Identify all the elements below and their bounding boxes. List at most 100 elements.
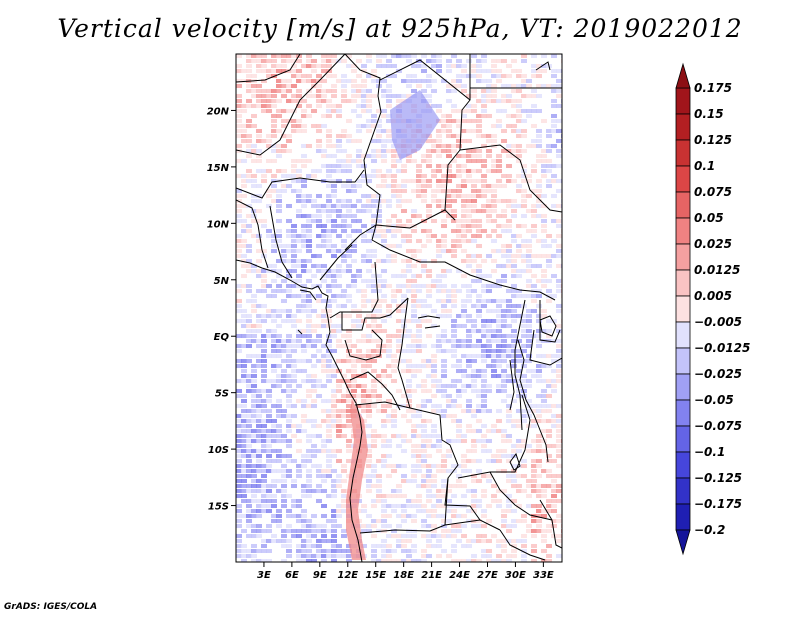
border (514, 299, 526, 431)
border (344, 329, 383, 361)
colorbar-band (675, 425, 691, 453)
lake (509, 452, 521, 471)
colorbar-band (675, 217, 691, 245)
lon-tick-label: 33E (533, 570, 554, 581)
footer-credit: GrADS: IGES/COLA (4, 602, 98, 612)
colorbar-band (675, 373, 691, 401)
lon-tick-label: 21E (421, 570, 442, 581)
lat-tick-label: 10N (207, 219, 230, 230)
coastline (299, 289, 317, 301)
border (319, 244, 353, 281)
lon-tick-label: 27E (477, 570, 498, 581)
lat-tick-label: 15N (207, 163, 230, 174)
border (329, 261, 379, 319)
lon-tick-label: 30E (505, 570, 526, 581)
border (499, 529, 546, 561)
colorbar-band (675, 295, 691, 323)
lon-tick-label: 12E (337, 570, 358, 581)
colorbar-label: 0.1 (694, 159, 715, 173)
lon-tick-label: 18E (393, 570, 414, 581)
colorbar-band (675, 87, 691, 115)
border (236, 169, 365, 199)
lon-tick-label: 15E (365, 570, 386, 581)
coastline (236, 259, 363, 562)
sinking-region (390, 90, 440, 160)
lake (509, 359, 515, 411)
colorbar-band (675, 347, 691, 375)
colorbar-band (675, 269, 691, 297)
lon-tick-label: 6E (285, 570, 299, 581)
map-frame (235, 53, 563, 563)
border (379, 59, 471, 221)
lon-tick-label: 9E (313, 570, 327, 581)
colorbar-top-arrow (675, 62, 691, 89)
border (359, 519, 501, 534)
colorbar-band (675, 191, 691, 219)
border (539, 499, 562, 549)
colorbar-label: −0.175 (694, 497, 742, 511)
colorbar-label: 0.025 (694, 237, 732, 251)
colorbar-label: −0.0125 (694, 341, 750, 355)
lon-tick-label: 24E (449, 570, 470, 581)
lake (424, 325, 441, 329)
colorbar-label: −0.125 (694, 471, 742, 485)
lat-tick-label: EQ (214, 332, 230, 343)
colorbar-band (675, 113, 691, 141)
map-title: Vertical velocity [m/s] at 925hPa, VT: 2… (57, 14, 743, 43)
lake (539, 315, 557, 337)
colorbar-label: −0.2 (694, 523, 725, 537)
lat-tick-label: 15S (208, 502, 229, 513)
lon-tick-label: 3E (257, 570, 271, 581)
colorbar-band (675, 139, 691, 167)
colorbar-label: 0.175 (694, 81, 732, 95)
country-borders (236, 54, 562, 562)
border (457, 394, 531, 479)
vertical-velocity-field (236, 54, 562, 562)
border (236, 54, 301, 83)
border (444, 477, 481, 521)
colorbar-label: −0.025 (694, 367, 742, 381)
border (529, 329, 562, 366)
border (489, 471, 553, 521)
longitude-axis: 3E 6E 9E 12E 15E 18E 21E 24E 27E 30E 33E (257, 562, 554, 581)
colorbar-band (675, 243, 691, 271)
colorbar-band (675, 165, 691, 193)
colorbar-label: 0.0125 (694, 263, 740, 277)
border (397, 297, 411, 409)
colorbar-band (675, 321, 691, 349)
lat-tick-label: 10S (208, 445, 229, 456)
colorbar-label: 0.005 (694, 289, 732, 303)
lat-tick-label: 5N (214, 276, 230, 287)
coastline (535, 61, 551, 71)
colorbar-band (675, 451, 691, 479)
coastline (297, 329, 303, 335)
border (354, 401, 459, 526)
border (236, 54, 346, 156)
border (341, 297, 409, 331)
colorbar-label: −0.005 (694, 315, 742, 329)
lat-tick-label: 5S (215, 389, 229, 400)
colorbar-label: 0.15 (694, 107, 724, 121)
colorbar-label: −0.05 (694, 393, 734, 407)
colorbar-band (675, 399, 691, 427)
border (344, 54, 382, 241)
colorbar-band (675, 477, 691, 505)
lat-tick-label: 20N (207, 106, 230, 117)
latitude-axis: 20N 15N 10N 5N EQ 5S 10S 15S (207, 106, 236, 513)
lake (417, 315, 441, 319)
lake (517, 339, 549, 463)
border (269, 205, 293, 279)
colorbar-label: −0.1 (694, 445, 725, 459)
colorbar-label: 0.075 (694, 185, 732, 199)
border (236, 199, 269, 269)
colorbar-band (675, 503, 691, 531)
colorbar: 0.175 0.15 0.125 0.1 0.075 0.05 0.025 0.0125 0.0… (675, 62, 750, 556)
border (349, 371, 401, 411)
colorbar-label: −0.075 (694, 419, 742, 433)
colorbar-bottom-arrow (675, 529, 691, 556)
border (371, 239, 556, 301)
border (344, 209, 446, 251)
border (459, 144, 562, 213)
colorbar-label: 0.05 (694, 211, 724, 225)
